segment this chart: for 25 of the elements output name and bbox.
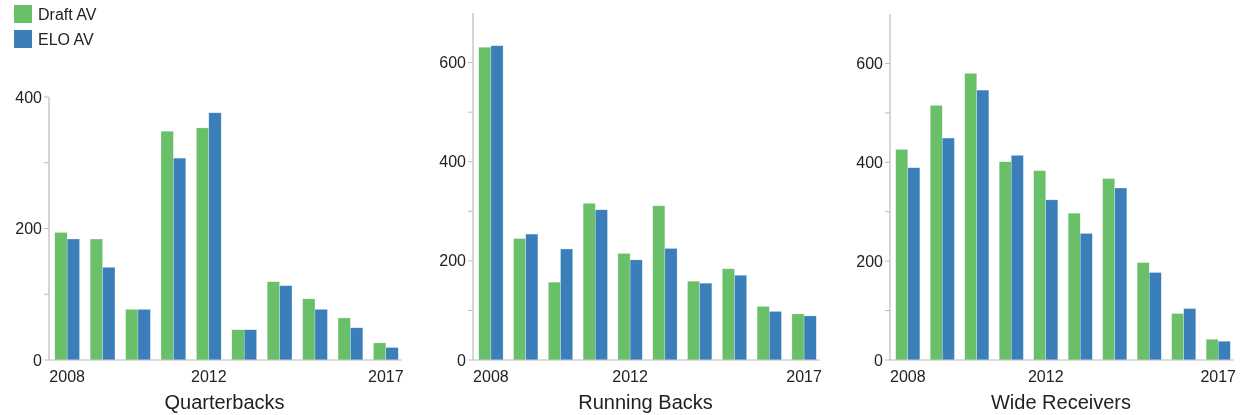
y-tick-label: 0 xyxy=(33,351,43,369)
x-tick-label: 2008 xyxy=(49,368,86,385)
x-axis-title: Running Backs xyxy=(578,391,713,413)
y-tick-label: 0 xyxy=(457,351,467,369)
x-tick-label: 2012 xyxy=(1027,368,1064,385)
x-axis-title: Wide Receivers xyxy=(990,391,1132,413)
y-tick-label: 400 xyxy=(856,153,884,171)
y-tick-label: 200 xyxy=(15,220,43,238)
x-tick-label: 2012 xyxy=(612,368,648,385)
y-tick-label: 200 xyxy=(856,252,884,270)
legend-label: ELO AV xyxy=(38,30,95,48)
y-tick-label: 200 xyxy=(439,252,467,270)
legend-label: Draft AV xyxy=(38,5,97,23)
y-tick-label: 0 xyxy=(874,351,884,369)
x-tick-label: 2017 xyxy=(368,368,404,385)
x-axis-title: Quarterbacks xyxy=(164,391,285,413)
y-tick-label: 600 xyxy=(439,54,467,72)
x-tick-label: 2017 xyxy=(786,368,822,385)
x-tick-label: 2017 xyxy=(1200,368,1237,385)
x-tick-label: 2008 xyxy=(473,368,509,385)
y-tick-label: 600 xyxy=(856,55,884,73)
y-tick-label: 400 xyxy=(439,153,467,171)
x-tick-label: 2012 xyxy=(191,368,227,385)
y-tick-label: 400 xyxy=(15,88,43,106)
x-tick-label: 2008 xyxy=(890,368,926,385)
